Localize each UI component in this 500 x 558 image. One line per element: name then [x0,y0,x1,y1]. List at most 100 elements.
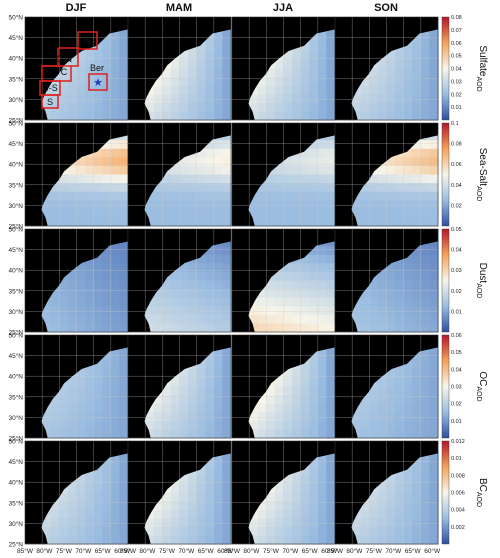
aod-grid-cell [110,174,120,184]
aod-grid-cell [429,85,439,95]
region-label-n: N [84,36,91,46]
aod-grid-cell [119,208,129,218]
aod-grid-cell [292,501,302,511]
land-mass [335,17,438,120]
aod-grid-cell [76,386,86,396]
aod-grid-cell [377,289,388,299]
aod-grid-cell [205,360,215,370]
aod-grid-cell [292,94,302,104]
aod-grid-cell [309,85,319,95]
aod-grid-cell [283,111,293,121]
aod-grid-cell [50,314,60,324]
aod-grid-cell [153,208,163,218]
aod-grid-cell [162,323,172,333]
aod-grid-cell [213,148,223,158]
aod-grid-cell [179,509,189,519]
lat-tick-label: 25°N [8,435,23,443]
aod-grid-cell [317,111,327,121]
lat-tick-label: 25°N [8,329,23,337]
aod-grid-cell [403,94,413,104]
aod-grid-cell [205,492,215,502]
aod-grid-cell [170,208,181,218]
aod-grid-cell [42,535,52,545]
aod-grid-cell [76,271,86,282]
aod-grid-cell [403,157,413,167]
aod-grid-cell [292,271,302,282]
aod-grid-cell [213,535,223,545]
aod-grid-cell [300,289,310,299]
aod-grid-cell [93,535,103,545]
aod-grid-cell [300,395,310,405]
aod-grid-cell [266,509,276,519]
aod-grid-cell [395,429,405,439]
aod-grid-cell [42,526,52,536]
aod-grid-cell [317,458,327,468]
aod-grid-cell [300,509,310,519]
aod-grid-cell [222,102,232,112]
aod-grid-cell [326,458,336,468]
aod-grid-cell [213,395,223,405]
aod-grid-cell [213,85,223,95]
lat-tick-label: 45°N [8,246,23,254]
aod-grid-cell [162,111,172,121]
aod-grid-cell [196,412,206,422]
aod-grid-cell [145,94,155,104]
aod-grid-cell [119,254,129,264]
aod-grid-cell [153,217,163,227]
aod-grid-cell [412,165,422,176]
aod-grid-cell [317,518,327,528]
colorbar-tick-label: 0.08 [451,142,462,148]
aod-grid-cell [283,208,293,218]
aod-grid-cell [274,280,285,290]
aod-grid-cell [188,200,198,210]
aod-grid-cell [59,111,69,121]
aod-grid-cell [360,429,370,439]
aod-grid-cell [102,412,112,422]
colorbar-tick-label: 0.002 [451,525,465,531]
aod-grid-cell [170,429,181,439]
aod-grid-cell [300,208,310,218]
aod-grid-cell [179,208,189,218]
aod-grid-cell [326,509,336,519]
aod-grid-cell [317,68,327,78]
aod-grid-cell [102,518,112,528]
aod-grid-cell [283,403,293,413]
aod-grid-cell [119,102,129,112]
aod-grid-cell [222,492,232,502]
aod-grid-cell [76,483,86,494]
aod-grid-cell [377,102,388,112]
aod-grid-cell [309,475,319,485]
aod-grid-cell [257,501,267,511]
aod-grid-cell [412,68,422,78]
aod-grid-cell [153,297,163,307]
lat-tick-label: 25°N [8,223,23,231]
aod-grid-cell [102,42,112,52]
aod-grid-cell [93,191,103,201]
aod-grid-cell [85,217,95,227]
aod-grid-cell [102,466,112,476]
region-box-n [77,31,98,50]
aod-grid-cell [213,77,223,87]
colorbar-gradient [441,228,450,333]
aod-grid-cell [102,483,112,494]
aod-grid-cell [266,420,276,430]
colorbar-tick-label: 0.06 [451,41,462,47]
aod-grid-cell [283,386,293,396]
aod-grid-cell [222,386,232,396]
aod-grid-cell [93,208,103,218]
aod-grid-cell [420,314,430,324]
aod-grid-cell [196,111,206,121]
aod-grid-cell [292,377,302,388]
aod-grid-cell [119,377,129,388]
aod-grid-cell [300,280,310,290]
aod-grid-cell [67,174,78,184]
lon-tick-label: 75°W [263,547,280,555]
aod-grid-cell [369,314,379,324]
aod-grid-cell [369,518,379,528]
aod-grid-cell [162,217,172,227]
aod-grid-cell [102,526,112,536]
aod-grid-cell [360,535,370,545]
aod-grid-cell [93,492,103,502]
lat-tick-label: 40°N [8,161,23,169]
aod-grid-cell [179,263,189,273]
